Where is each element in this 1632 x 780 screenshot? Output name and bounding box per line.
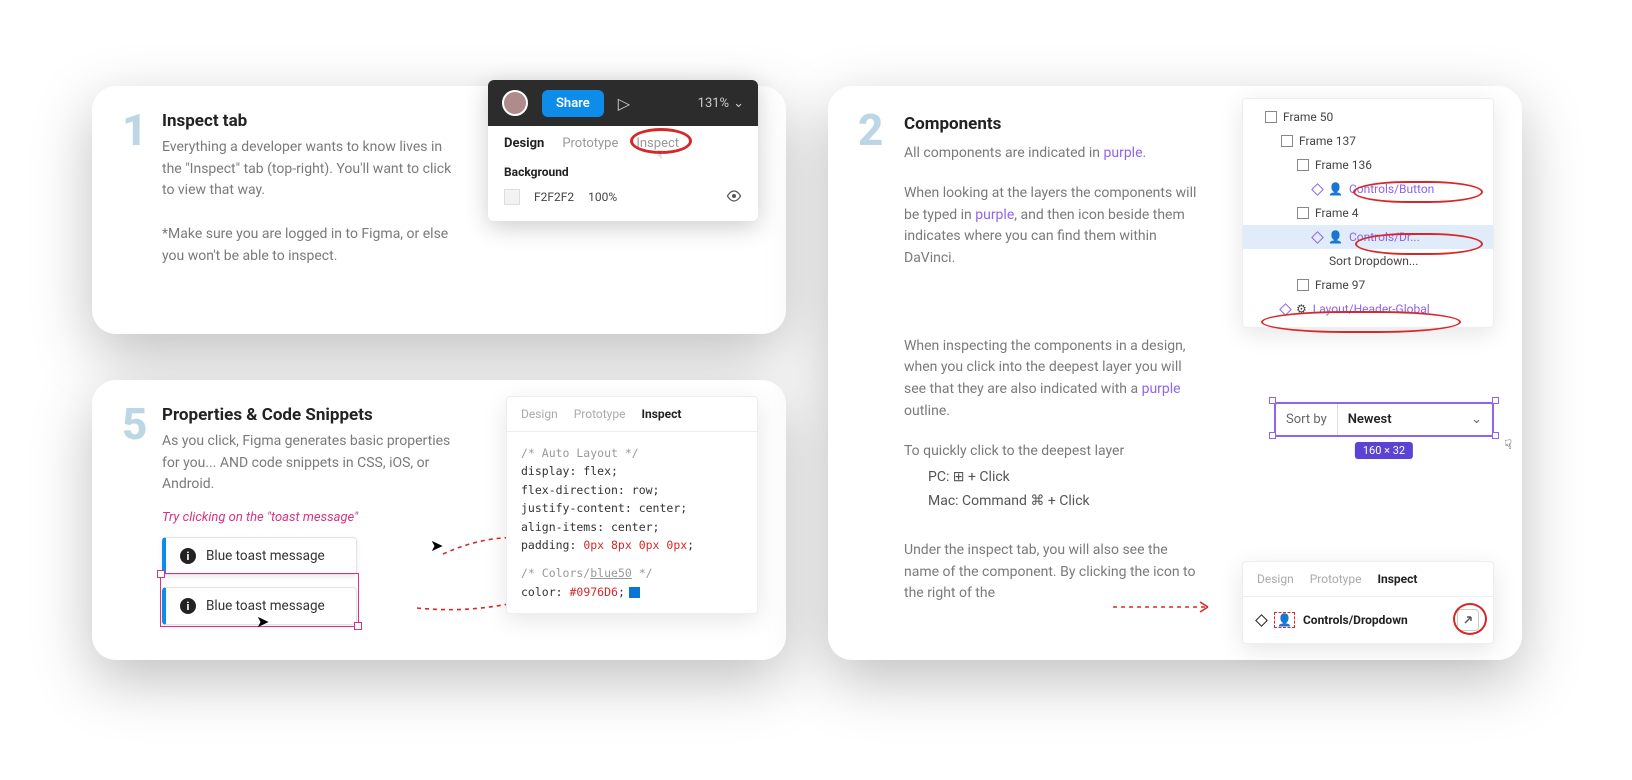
arrow-annotation (1108, 592, 1218, 622)
panel-tabs: Design Prototype Inspect ☟ (488, 126, 758, 159)
inspect-component-panel: Design Prototype Inspect 👤 Controls/Drop… (1242, 561, 1494, 644)
share-button[interactable]: Share (542, 90, 604, 117)
sortby-label: Sort by (1276, 404, 1338, 435)
chevron-down-icon: ⌄ (733, 96, 744, 111)
tab-design[interactable]: Design (504, 136, 544, 151)
component-name: Controls/Dropdown (1303, 613, 1408, 627)
cursor-hand-icon: ☟ (656, 148, 663, 162)
layers-panel: Frame 50 Frame 137 Frame 136 👤Controls/B… (1242, 98, 1494, 328)
step-number: 1 (122, 104, 147, 156)
tab-prototype[interactable]: Prototype (562, 136, 618, 151)
code-line: padding: 0px 8px 0px 0px; (521, 536, 743, 554)
tab-prototype[interactable]: Prototype (1310, 572, 1362, 586)
card2-title: Components (904, 111, 1204, 137)
toast-text: Blue toast message (206, 548, 325, 564)
card2-p4: To quickly click to the deepest layer (904, 441, 1204, 463)
tab-design[interactable]: Design (521, 407, 558, 421)
layer-row-component[interactable]: 👤Controls/Button (1243, 177, 1493, 201)
sortby-value: Newest (1338, 404, 1461, 435)
component-icon (1311, 231, 1324, 244)
tab-design[interactable]: Design (1257, 572, 1294, 586)
card5-hint: Try clicking on the "toast message" (162, 510, 452, 525)
component-icon (1311, 183, 1324, 196)
info-icon: i (180, 598, 196, 614)
background-label: Background (504, 165, 742, 179)
code-line: flex-direction: row; (521, 481, 743, 499)
card2-p3: When inspecting the components in a desi… (904, 336, 1204, 423)
play-icon[interactable]: ▷ (618, 94, 630, 113)
zoom-control[interactable]: 131% ⌄ (698, 96, 744, 111)
zoom-value: 131% (698, 96, 729, 111)
card1-title: Inspect tab (162, 111, 462, 131)
code-line: display: flex; (521, 462, 743, 480)
bg-opacity: 100% (588, 190, 617, 204)
card2-p1: All components are indicated in purple. (904, 143, 1204, 165)
chevron-down-icon: ⌄ (1461, 412, 1492, 427)
code-line: color: #0976D6; (521, 583, 743, 601)
code-line: /* Auto Layout */ (521, 444, 743, 462)
sortby-dropdown[interactable]: Sort by Newest ⌄ (1274, 402, 1494, 437)
bg-hex: F2F2F2 (534, 190, 574, 204)
kbd-pc: PC: ⊞ + Click (928, 466, 1204, 490)
code-line: justify-content: center; (521, 499, 743, 517)
background-section: Background F2F2F2 100% (488, 159, 758, 221)
card1-p1: Everything a developer wants to know liv… (162, 137, 462, 202)
person-icon: 👤 (1328, 230, 1343, 244)
card5-p1: As you click, Figma generates basic prop… (162, 431, 452, 496)
background-row: F2F2F2 100% (504, 189, 742, 205)
card-components: 2 Components All components are indicate… (828, 86, 1522, 660)
code-snippet: /* Auto Layout */ display: flex; flex-di… (507, 432, 757, 613)
goto-component-button[interactable] (1457, 609, 1479, 631)
tab-inspect[interactable]: Inspect (641, 407, 681, 421)
layer-row[interactable]: Frame 50 (1243, 105, 1493, 129)
eye-icon[interactable] (726, 190, 742, 205)
code-panel: Design Prototype Inspect /* Auto Layout … (506, 396, 758, 614)
color-swatch[interactable] (504, 189, 520, 205)
cursor-hand-icon: ☟ (1504, 438, 1512, 453)
info-icon: i (180, 548, 196, 564)
card1-p2: *Make sure you are logged in to Figma, o… (162, 224, 462, 267)
person-icon: 👤 (1328, 182, 1343, 196)
tab-prototype[interactable]: Prototype (574, 407, 626, 421)
component-name-row: 👤 Controls/Dropdown (1243, 597, 1493, 643)
code-panel-tabs: Design Prototype Inspect (507, 397, 757, 432)
inspect2-tabs: Design Prototype Inspect (1243, 562, 1493, 597)
layer-row[interactable]: Frame 136 (1243, 153, 1493, 177)
code-line: align-items: center; (521, 518, 743, 536)
component-icon (1255, 614, 1268, 627)
kbd-mac: Mac: Command ⌘ + Click (928, 490, 1204, 514)
layer-row-component[interactable]: ⚙Layout/Header-Global (1243, 297, 1493, 321)
sortby-component: Sort by Newest ⌄ 160 × 32 ☟ (1274, 402, 1494, 437)
color-chip (629, 587, 640, 598)
layer-row[interactable]: Frame 4 (1243, 201, 1493, 225)
card-properties-code: 5 Properties & Code Snippets As you clic… (92, 380, 786, 660)
code-line: /* Colors/blue50 */ (521, 564, 743, 582)
layer-row-component-selected[interactable]: 👤Controls/Dr... (1243, 225, 1493, 249)
layer-row[interactable]: Frame 137 (1243, 129, 1493, 153)
card-inspect-tab: 1 Inspect tab Everything a developer wan… (92, 86, 786, 334)
person-icon: 👤 (1274, 612, 1295, 628)
component-icon (1279, 303, 1292, 316)
card2-p2: When looking at the layers the component… (904, 183, 1204, 270)
step-number: 2 (858, 104, 883, 156)
avatar[interactable] (502, 90, 528, 116)
figma-panel: Share ▷ 131% ⌄ Design Prototype Inspect ☟… (488, 80, 758, 221)
card2-text: Components All components are indicated … (904, 111, 1204, 605)
layer-row[interactable]: Frame 97 (1243, 273, 1493, 297)
dimensions-badge: 160 × 32 (1355, 442, 1413, 459)
toast-1[interactable]: i Blue toast message (162, 537, 357, 575)
card5-title: Properties & Code Snippets (162, 405, 452, 425)
layer-row[interactable]: Sort Dropdown... (1243, 249, 1493, 273)
cursor-arrow-icon: ➤ (256, 612, 269, 631)
gear-icon: ⚙ (1296, 302, 1307, 316)
tab-inspect[interactable]: Inspect (1377, 572, 1417, 586)
step-number: 5 (122, 398, 147, 450)
card1-text: Inspect tab Everything a developer wants… (162, 111, 462, 267)
figma-topbar: Share ▷ 131% ⌄ (488, 80, 758, 126)
card5-text: Properties & Code Snippets As you click,… (162, 405, 452, 625)
